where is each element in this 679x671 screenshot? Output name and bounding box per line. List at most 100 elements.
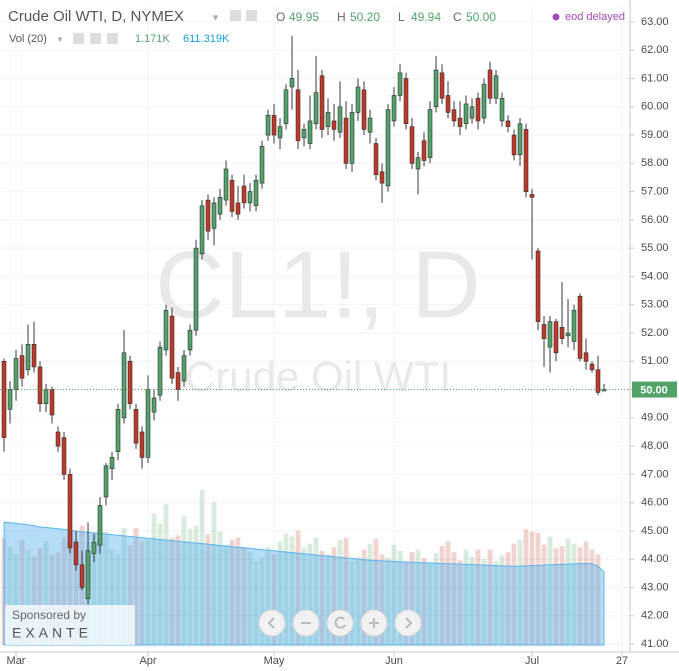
- candle-body: [559, 327, 565, 339]
- scroll-left-button[interactable]: [258, 609, 286, 637]
- settings-button[interactable]: [90, 33, 101, 44]
- legend-key: O: [276, 10, 285, 24]
- y-tick-label: 57.00: [641, 186, 669, 198]
- candle-body: [439, 72, 445, 99]
- candle-body: [121, 352, 127, 419]
- volume-title: Vol (20): [9, 33, 47, 45]
- sponsor-box[interactable]: Sponsored by EXANTE: [5, 605, 135, 645]
- candle-body: [463, 103, 469, 125]
- volume-bar: [463, 549, 469, 645]
- watermark-symbol: CL1!, D: [155, 231, 480, 338]
- candle-body: [277, 126, 283, 139]
- settings-button[interactable]: [230, 10, 241, 21]
- legend-value: 49.94: [411, 10, 441, 24]
- volume-bar: [49, 554, 55, 645]
- legend-key: H: [337, 10, 346, 24]
- volume-bar: [355, 556, 361, 645]
- candle-body: [25, 344, 31, 371]
- volume-bar: [523, 529, 529, 645]
- volume-bar: [37, 548, 43, 645]
- y-tick-label: 54.00: [641, 270, 669, 282]
- status-dot: [552, 13, 560, 21]
- candle-body: [103, 465, 109, 498]
- volume-bar: [445, 541, 451, 645]
- scroll-right-button[interactable]: [394, 609, 422, 637]
- volume-bar: [265, 547, 271, 645]
- volume-bar: [481, 559, 487, 645]
- volume-bar: [277, 541, 283, 645]
- legend-value: 50.20: [350, 10, 380, 24]
- volume-bar: [385, 557, 391, 645]
- y-tick-label: 47.00: [641, 468, 669, 480]
- close-button[interactable]: [107, 33, 118, 44]
- candle-body: [553, 321, 559, 354]
- candle-body: [487, 69, 493, 99]
- candle-body: [61, 437, 67, 475]
- y-tick-label: 63.00: [641, 16, 669, 28]
- candle-body: [157, 346, 163, 396]
- dropdown-icon[interactable]: ▼: [56, 35, 64, 44]
- navigation-icons: [267, 616, 413, 629]
- volume-bar: [301, 547, 307, 645]
- volume-bar: [547, 536, 553, 645]
- volume-bar: [487, 549, 493, 645]
- candle-body: [295, 89, 301, 142]
- candle-body: [307, 120, 313, 144]
- volume-bar: [151, 513, 157, 645]
- candle-body: [349, 112, 355, 164]
- volume-bar: [13, 554, 19, 645]
- candle-body: [79, 564, 85, 588]
- volume-value: 1.171K: [135, 33, 171, 45]
- candle-body: [265, 114, 271, 136]
- volume-bar: [199, 490, 205, 645]
- volume-bar: [541, 544, 547, 645]
- volume-bar: [175, 535, 181, 645]
- volume-bar: [313, 537, 319, 645]
- volume-bar: [211, 501, 217, 645]
- sponsor-background: [5, 605, 135, 645]
- y-tick-label: 46.00: [641, 497, 669, 509]
- volume-bar: [67, 532, 73, 645]
- volume-bar: [241, 547, 247, 645]
- volume-bar: [97, 521, 103, 645]
- y-tick-label: 58.00: [641, 157, 669, 169]
- candle-body: [283, 89, 289, 125]
- volume-bar: [367, 543, 373, 645]
- volume-bar: [403, 561, 409, 645]
- icon: [405, 617, 413, 629]
- volume-bar: [91, 534, 97, 645]
- candle-body: [601, 389, 607, 392]
- volume-bar: [103, 531, 109, 645]
- ohlc-legend: O 49.95 H 50.20 L 49.94 C 50.00: [276, 10, 496, 24]
- volume-bar: [289, 536, 295, 645]
- volume-bar: [565, 538, 571, 645]
- icon: [369, 618, 379, 628]
- candle-body: [109, 457, 115, 470]
- dropdown-icon[interactable]: ▼: [211, 12, 220, 22]
- y-tick-label: 45.00: [641, 525, 669, 537]
- format-button[interactable]: [246, 10, 257, 21]
- volume-bar: [205, 534, 211, 645]
- volume-bar: [373, 538, 379, 645]
- eye-button[interactable]: [73, 33, 84, 44]
- candle-body: [571, 310, 577, 342]
- volume-bar: [121, 528, 127, 645]
- volume-bar: [559, 546, 565, 645]
- legend-value: 49.95: [289, 10, 319, 24]
- volume-bar: [223, 544, 229, 645]
- candle-body: [169, 315, 175, 379]
- last-price-label: 50.00: [640, 384, 668, 396]
- candle-body: [421, 140, 427, 161]
- candle-body: [523, 129, 529, 192]
- candle-body: [415, 157, 421, 170]
- y-tick-label: 52.00: [641, 327, 669, 339]
- candle-body: [31, 344, 37, 368]
- candle-body: [127, 360, 133, 404]
- x-tick-label: Jul: [525, 655, 539, 667]
- volume-bar: [187, 529, 193, 645]
- reset-button[interactable]: [326, 609, 354, 637]
- y-tick-label: 53.00: [641, 299, 669, 311]
- candle-body: [1, 360, 7, 438]
- candle-body: [397, 72, 403, 96]
- volume-bar: [31, 556, 37, 645]
